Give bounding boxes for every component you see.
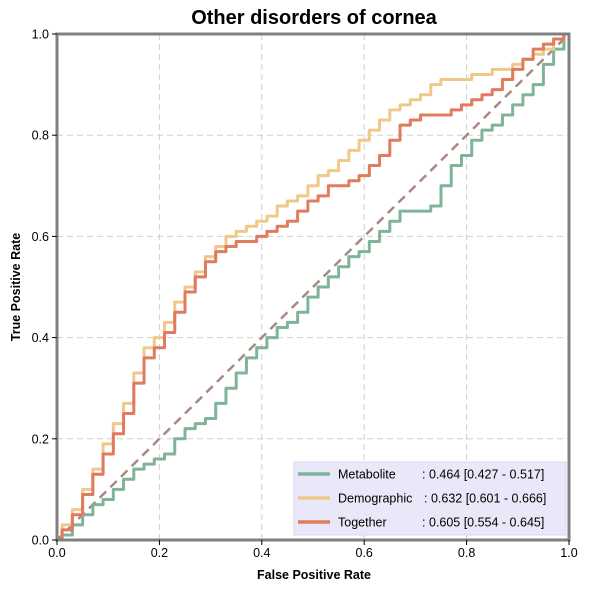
legend-series-auc: : 0.464 [0.427 - 0.517] [422, 468, 544, 482]
legend-series-name: Metabolite [338, 468, 396, 482]
x-tick-label: 1.0 [560, 546, 577, 560]
x-axis-label: False Positive Rate [257, 568, 371, 582]
y-tick-label: 0.6 [32, 230, 49, 244]
y-axis-label: True Positive Rate [9, 233, 23, 341]
legend-series-auc: : 0.605 [0.554 - 0.645] [422, 516, 544, 530]
x-tick-label: 0.4 [253, 546, 270, 560]
x-tick-label: 0.2 [151, 546, 168, 560]
y-tick-label: 0.8 [32, 129, 49, 143]
curve-demographic [57, 32, 569, 542]
chart-title: Other disorders of cornea [191, 7, 437, 29]
y-tick-label: 0.0 [32, 534, 49, 548]
legend-series-name: Together [338, 516, 387, 530]
curve-metabolite [57, 32, 569, 542]
grid-lines [57, 34, 569, 540]
x-tick-label: 0.8 [458, 546, 475, 560]
roc-curves [57, 32, 569, 542]
y-tick-label: 0.4 [32, 331, 49, 345]
axis-ticks: 0.0 0.2 0.4 0.6 0.8 1.0 0.0 0.2 0.4 0.6 0.8 1.0 [32, 28, 578, 561]
plot-frame [55, 32, 571, 542]
x-tick-label: 0.0 [48, 546, 65, 560]
legend-box [293, 461, 567, 536]
legend: Metabolite : 0.464 [0.427 - 0.517] Demogra… [293, 461, 567, 536]
y-tick-label: 0.2 [32, 432, 49, 446]
curve-together [57, 32, 569, 542]
x-tick-label: 0.6 [356, 546, 373, 560]
legend-series-name: Demographic [338, 492, 412, 506]
y-tick-label: 1.0 [32, 28, 49, 42]
legend-series-auc: : 0.632 [0.601 - 0.666] [424, 492, 546, 506]
